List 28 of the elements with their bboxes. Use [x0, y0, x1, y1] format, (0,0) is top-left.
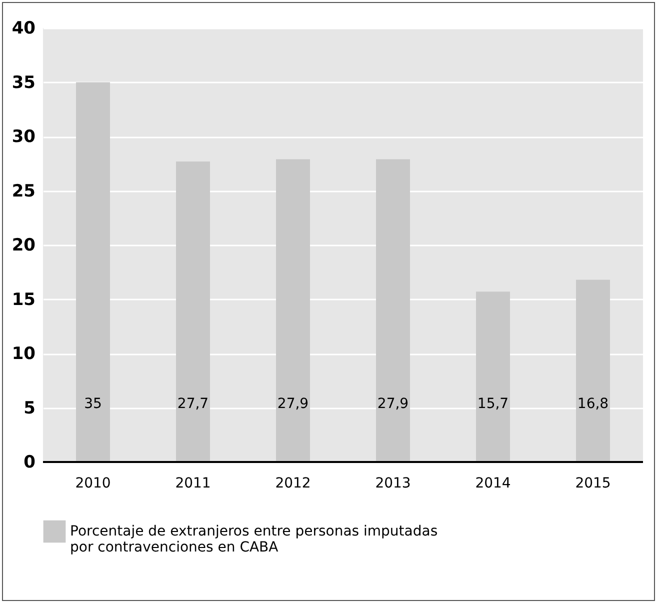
data-label: 15,7	[477, 396, 509, 412]
y-tick-label: 5	[24, 398, 36, 418]
bar	[576, 280, 610, 462]
y-tick-label: 25	[12, 181, 36, 202]
data-label: 35	[84, 396, 102, 412]
bar	[376, 159, 410, 462]
y-tick-label: 35	[12, 72, 36, 93]
y-tick-label: 30	[12, 127, 36, 147]
x-tick-label: 2013	[375, 476, 411, 492]
x-tick-label: 2015	[575, 476, 611, 492]
x-tick-label: 2011	[175, 476, 211, 492]
y-tick-label: 40	[12, 18, 36, 38]
bar	[276, 159, 310, 462]
bar	[176, 161, 210, 462]
data-label: 27,9	[277, 396, 309, 412]
y-tick-label: 20	[12, 236, 36, 256]
bar	[76, 82, 110, 462]
legend-label: Porcentaje de extranjeros entre personas imputadas por contravenciones en CABA	[70, 524, 438, 556]
x-tick-label: 2010	[75, 476, 111, 492]
bar	[476, 292, 510, 462]
data-label: 16,8	[577, 396, 609, 412]
x-tick-label: 2014	[475, 476, 511, 492]
x-tick-label: 2012	[275, 476, 311, 492]
y-tick-label: 0	[24, 452, 36, 472]
data-label: 27,9	[377, 396, 409, 412]
y-tick-label: 15	[12, 290, 36, 310]
data-label: 27,7	[177, 396, 209, 412]
y-tick-label: 10	[12, 344, 36, 364]
